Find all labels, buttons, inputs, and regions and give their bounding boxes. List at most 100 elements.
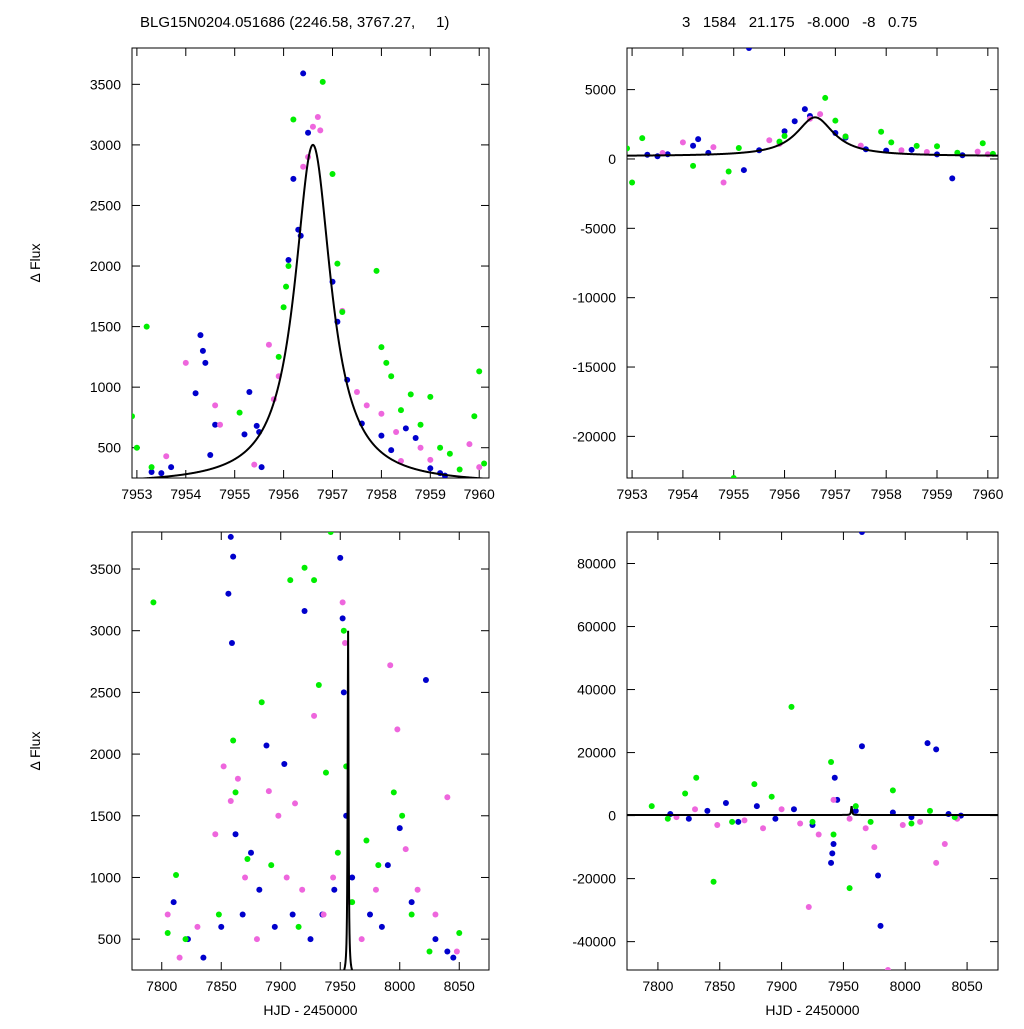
data-point: [378, 432, 385, 439]
x-tick-label: 7955: [219, 486, 250, 502]
y-tick-label: 1000: [90, 869, 121, 885]
data-point: [228, 640, 235, 647]
data-point: [349, 899, 356, 906]
data-point: [627, 145, 630, 152]
data-point: [949, 175, 956, 182]
data-point: [781, 132, 788, 139]
data-point: [182, 936, 189, 943]
data-point: [899, 822, 906, 829]
data-point: [858, 532, 865, 535]
y-tick-label: 2500: [90, 684, 121, 700]
data-point: [168, 464, 175, 471]
y-tick-label: 60000: [577, 619, 616, 635]
data-point: [913, 142, 920, 149]
data-point: [974, 148, 981, 155]
data-point: [740, 167, 747, 174]
y-tick-label: 20000: [577, 745, 616, 761]
data-point: [720, 179, 727, 186]
data-point: [402, 425, 409, 432]
data-point: [778, 806, 785, 813]
data-point: [218, 923, 225, 930]
data-point: [164, 911, 171, 918]
data-point: [388, 373, 395, 380]
data-point: [917, 818, 924, 825]
y-axis-label: Δ Flux: [27, 732, 43, 771]
y-tick-label: 3500: [90, 76, 121, 92]
x-tick-label: 7955: [718, 486, 749, 502]
x-tick-label: 7953: [617, 486, 648, 502]
data-point: [725, 168, 732, 175]
data-point: [751, 781, 758, 788]
data-point: [729, 818, 736, 825]
data-point: [212, 421, 219, 428]
data-point: [253, 422, 260, 429]
data-point: [246, 389, 253, 395]
data-point: [690, 162, 697, 169]
data-point: [202, 359, 209, 366]
x-tick-label: 7900: [265, 978, 296, 994]
data-point: [830, 831, 837, 838]
data-point: [311, 712, 318, 719]
data-point: [390, 789, 397, 796]
data-point: [846, 815, 853, 822]
x-tick-label: 7950: [325, 978, 356, 994]
data-point: [397, 407, 404, 414]
data-point: [781, 128, 788, 135]
data-point: [182, 359, 189, 366]
data-point: [265, 788, 272, 795]
data-point: [817, 111, 824, 118]
fit-parameters-header: 3 1584 21.175 -8.000 -8 0.75: [682, 14, 918, 31]
data-point: [339, 615, 346, 622]
y-tick-label: 2000: [90, 746, 121, 762]
data-point: [150, 599, 157, 606]
data-point: [772, 815, 779, 822]
data-point: [317, 127, 324, 134]
data-point: [215, 911, 222, 918]
data-point: [334, 849, 341, 856]
data-point: [383, 359, 390, 366]
data-point: [258, 699, 265, 706]
data-point: [265, 341, 272, 348]
data-point: [875, 872, 882, 879]
data-point: [690, 142, 697, 149]
data-point: [305, 129, 312, 136]
data-point: [295, 923, 302, 930]
data-point: [334, 260, 341, 267]
data-point: [170, 899, 177, 906]
y-tick-label: 40000: [577, 682, 616, 698]
y-tick-label: -20000: [572, 871, 616, 887]
data-point: [220, 763, 227, 770]
data-point: [239, 911, 246, 918]
data-point: [456, 466, 463, 473]
data-point: [629, 179, 636, 186]
data-point: [831, 774, 838, 781]
y-tick-label: 500: [98, 931, 122, 947]
panel-bottom-right: 7800 7850 7900 7950 8000 8050 -40000 -20000 0 200…: [572, 531, 999, 1018]
data-point: [710, 144, 717, 151]
data-point: [979, 140, 986, 147]
x-tick-label: 8000: [384, 978, 415, 994]
data-point: [877, 922, 884, 929]
data-point: [768, 793, 775, 800]
data-point: [399, 812, 406, 819]
data-point: [241, 431, 248, 438]
data-point: [830, 796, 837, 803]
data-point: [378, 410, 385, 417]
data-point: [898, 147, 905, 154]
data-point: [268, 862, 275, 869]
y-tick-label: 3000: [90, 137, 121, 153]
y-axis-label: Δ Flux: [27, 244, 43, 283]
data-point: [471, 413, 478, 420]
data-point: [275, 812, 282, 819]
data-point: [432, 911, 439, 918]
data-point: [281, 760, 288, 767]
panel-bottom-left: 7800 7850 7900 7950 8000 8050 500 1000 1500 2000 2…: [27, 531, 490, 1018]
y-tick-label: 3500: [90, 561, 121, 577]
data-point: [283, 874, 290, 881]
data-point: [417, 421, 424, 428]
data-point: [315, 681, 322, 688]
y-tick-label: 5000: [585, 82, 616, 98]
data-point: [378, 344, 385, 351]
x-tick-label: 7954: [667, 486, 698, 502]
